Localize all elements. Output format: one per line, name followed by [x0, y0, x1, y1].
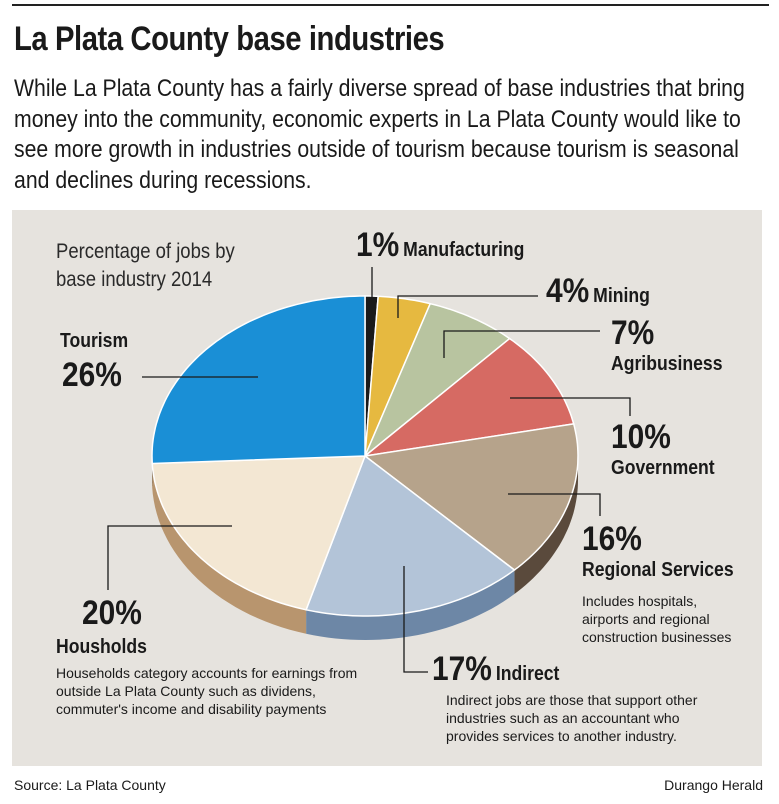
pie-slice-agribusiness [364, 302, 511, 457]
name-indirect: Indirect [495, 663, 560, 685]
value-regional-services: 16% [582, 520, 642, 558]
label-manufacturing: 1% Manufacturing [356, 226, 524, 265]
pie-slice-regional-services [363, 423, 579, 571]
pie-slice-government [362, 337, 575, 458]
name-housholds: Housholds [56, 636, 147, 658]
leader-line-government [510, 397, 631, 416]
intro-text: While La Plata County has a fairly diver… [14, 75, 745, 194]
name-agribusiness: Agribusiness [611, 353, 723, 375]
pie-slice-housholds [151, 455, 367, 611]
pie-side-regional-services [514, 456, 578, 594]
name-manufacturing: Manufacturing [403, 239, 525, 261]
value-indirect: 17% [432, 650, 492, 688]
top-rule [12, 4, 769, 6]
value-government: 10% [611, 418, 671, 456]
note-housholds: Households category accounts for earning… [56, 665, 358, 717]
value-agribusiness: 7% [611, 314, 655, 352]
label-mining: 4% Mining [546, 272, 650, 311]
label-tourism: Tourism [60, 330, 128, 353]
name-tourism: Tourism [60, 330, 129, 352]
pie-side-indirect [306, 570, 515, 640]
leader-line-indirect [403, 566, 428, 673]
label-regional-services: 16% Regional Services [582, 520, 734, 582]
credit-note: Durango Herald [664, 777, 763, 793]
label-agribusiness: 7% Agribusiness [611, 314, 722, 376]
name-mining: Mining [593, 285, 650, 307]
leader-line-agribusiness [443, 330, 600, 358]
leader-line-housholds [107, 525, 232, 590]
name-government: Government [611, 457, 715, 479]
name-regional-services: Regional Services [582, 559, 734, 581]
value-manufacturing: 1% [356, 226, 400, 264]
value-tourism: 26% [62, 356, 122, 394]
label-government: 10% Government [611, 418, 715, 480]
label-housholds: 20% [82, 594, 142, 633]
note-regional-services: Includes hospitals, airports and regiona… [582, 593, 732, 645]
page-title: La Plata County base industries [14, 20, 445, 58]
leader-line-regional-services [508, 493, 601, 516]
name-housholds-wrap: Housholds [56, 636, 147, 659]
value-housholds: 20% [82, 594, 142, 632]
chart-title: Percentage of jobs by base industry 2014 [56, 240, 235, 291]
pie-side-housholds [152, 463, 307, 634]
leader-line-mining [397, 295, 538, 318]
value-mining: 4% [546, 272, 590, 310]
pie-slice-indirect [305, 454, 516, 617]
note-indirect: Indirect jobs are those that support oth… [446, 692, 698, 744]
label-indirect: 17% Indirect [432, 650, 559, 689]
source-note: Source: La Plata County [14, 777, 166, 793]
pie-slice-tourism [151, 295, 366, 465]
label-tourism-value-wrap: 26% [62, 356, 122, 395]
